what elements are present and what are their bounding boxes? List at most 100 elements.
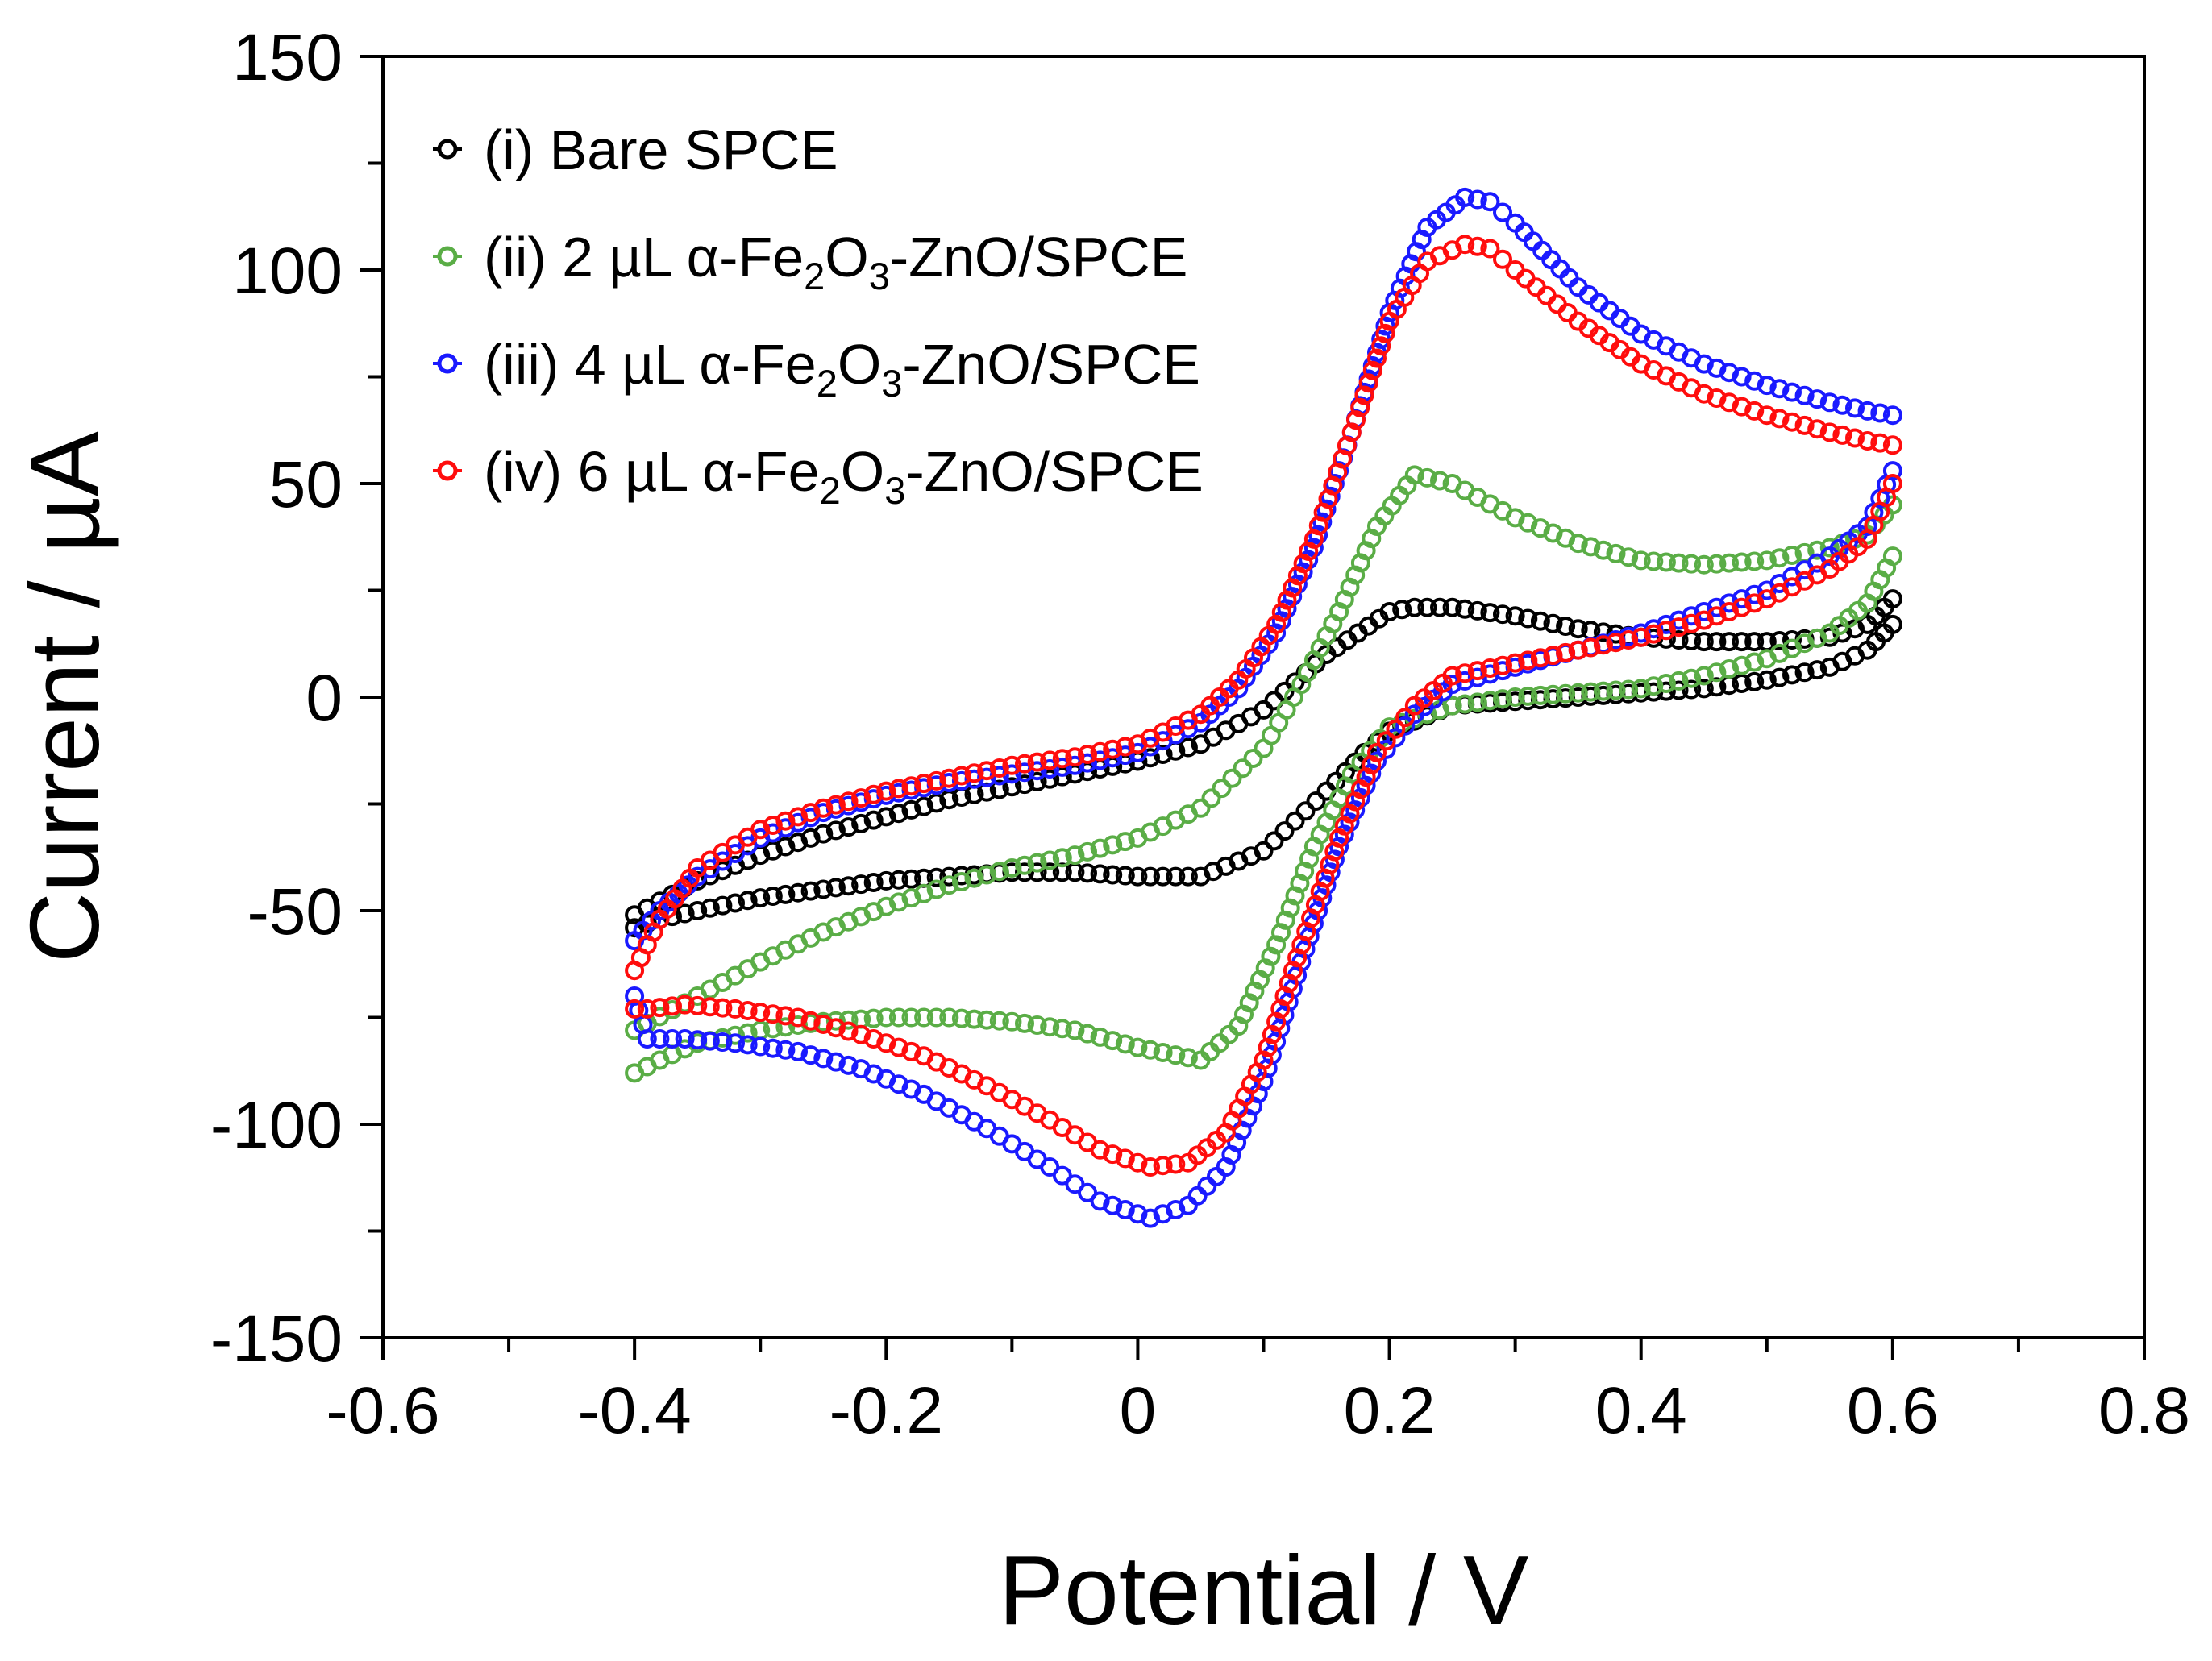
data-point: [1782, 382, 1802, 402]
series-2: [625, 465, 1902, 1083]
data-point: [888, 1007, 908, 1028]
data-point: [1656, 621, 1676, 641]
data-point: [1295, 862, 1315, 881]
series-1: [625, 589, 1902, 938]
data-point: [763, 841, 783, 861]
data-point: [1455, 694, 1475, 714]
data-point: [1115, 1200, 1135, 1219]
data-point: [1694, 632, 1714, 652]
data-point: [1103, 1031, 1123, 1051]
data-point: [825, 820, 846, 841]
data-point: [1430, 471, 1449, 491]
data-point: [1493, 202, 1512, 222]
data-point: [1090, 1027, 1110, 1047]
data-point: [964, 763, 984, 783]
data-point: [838, 876, 859, 896]
data-point: [813, 824, 834, 844]
data-point: [901, 1007, 921, 1028]
data-point: [838, 1055, 859, 1075]
data-point: [1682, 606, 1702, 626]
data-point: [1732, 632, 1752, 652]
data-point: [876, 807, 896, 827]
data-point: [788, 1041, 808, 1061]
data-point: [1631, 627, 1651, 647]
data-point: [750, 1003, 771, 1023]
data-point: [1707, 388, 1727, 408]
data-point: [1103, 835, 1123, 855]
legend-label: (iv) 6 µL α-Fe2O3-ZnO/SPCE: [484, 440, 1204, 512]
data-point: [1350, 397, 1370, 417]
data-point: [1744, 551, 1765, 571]
data-point: [914, 1046, 934, 1066]
data-point: [788, 833, 808, 853]
legend-label: (iii) 4 µL α-Fe2O3-ZnO/SPCE: [484, 333, 1200, 405]
data-point: [1505, 687, 1525, 707]
data-point: [1656, 674, 1676, 693]
data-point: [1166, 1154, 1186, 1174]
data-point: [1757, 550, 1777, 571]
x-tick-label: 0: [1120, 1374, 1157, 1447]
data-point: [1052, 1019, 1072, 1039]
data-point: [1027, 853, 1047, 873]
data-point: [914, 1007, 934, 1028]
data-point: [1128, 1204, 1148, 1224]
data-point: [1128, 866, 1148, 887]
data-point: [1090, 864, 1110, 884]
data-point: [775, 837, 796, 857]
data-point: [1052, 749, 1072, 769]
data-point: [1870, 433, 1890, 453]
data-point: [1606, 633, 1626, 653]
data-point: [1467, 661, 1487, 681]
data-point: [1040, 862, 1060, 882]
data-point: [700, 997, 720, 1017]
data-point: [1320, 486, 1341, 506]
data-point: [1367, 348, 1387, 368]
data-point: [763, 1038, 783, 1058]
data-point: [688, 995, 708, 1015]
data-point: [1467, 667, 1487, 687]
data-point: [763, 887, 783, 906]
series-4: [625, 235, 1902, 1177]
data-point: [1002, 858, 1022, 878]
data-point: [1090, 838, 1110, 858]
data-point: [1769, 379, 1790, 399]
data-point: [1354, 385, 1374, 405]
data-point: [1115, 737, 1135, 757]
data-point: [825, 878, 846, 898]
data-point: [1719, 602, 1739, 621]
y-tick-label: -150: [210, 1302, 343, 1376]
data-point: [1299, 849, 1320, 869]
data-point: [1002, 1011, 1022, 1032]
data-point: [1166, 1045, 1186, 1065]
data-point: [813, 1015, 834, 1034]
data-point: [1744, 652, 1765, 672]
data-point: [663, 1029, 682, 1049]
data-point: [1656, 552, 1676, 572]
data-point: [625, 999, 645, 1019]
data-point: [1376, 739, 1396, 759]
data-point: [901, 1041, 921, 1061]
data-point: [1103, 865, 1123, 885]
data-point: [1857, 401, 1877, 421]
data-point: [851, 788, 871, 808]
data-point: [1141, 866, 1160, 887]
data-point: [1707, 554, 1727, 574]
data-point: [1283, 961, 1303, 981]
data-point: [675, 1029, 695, 1049]
data-point: [1324, 474, 1345, 493]
data-point: [1371, 336, 1391, 356]
data-point: [1694, 554, 1714, 575]
data-point: [1819, 392, 1840, 413]
data-point: [1619, 679, 1639, 700]
data-point: [1857, 431, 1877, 451]
data-point: [888, 804, 908, 824]
data-point: [1141, 1208, 1160, 1228]
data-point: [1732, 674, 1752, 693]
data-point: [1568, 640, 1588, 660]
data-point: [1719, 659, 1739, 679]
y-tick-label: 150: [232, 21, 343, 94]
data-point: [1619, 547, 1639, 567]
data-point: [876, 1033, 896, 1053]
data-point: [726, 999, 745, 1019]
